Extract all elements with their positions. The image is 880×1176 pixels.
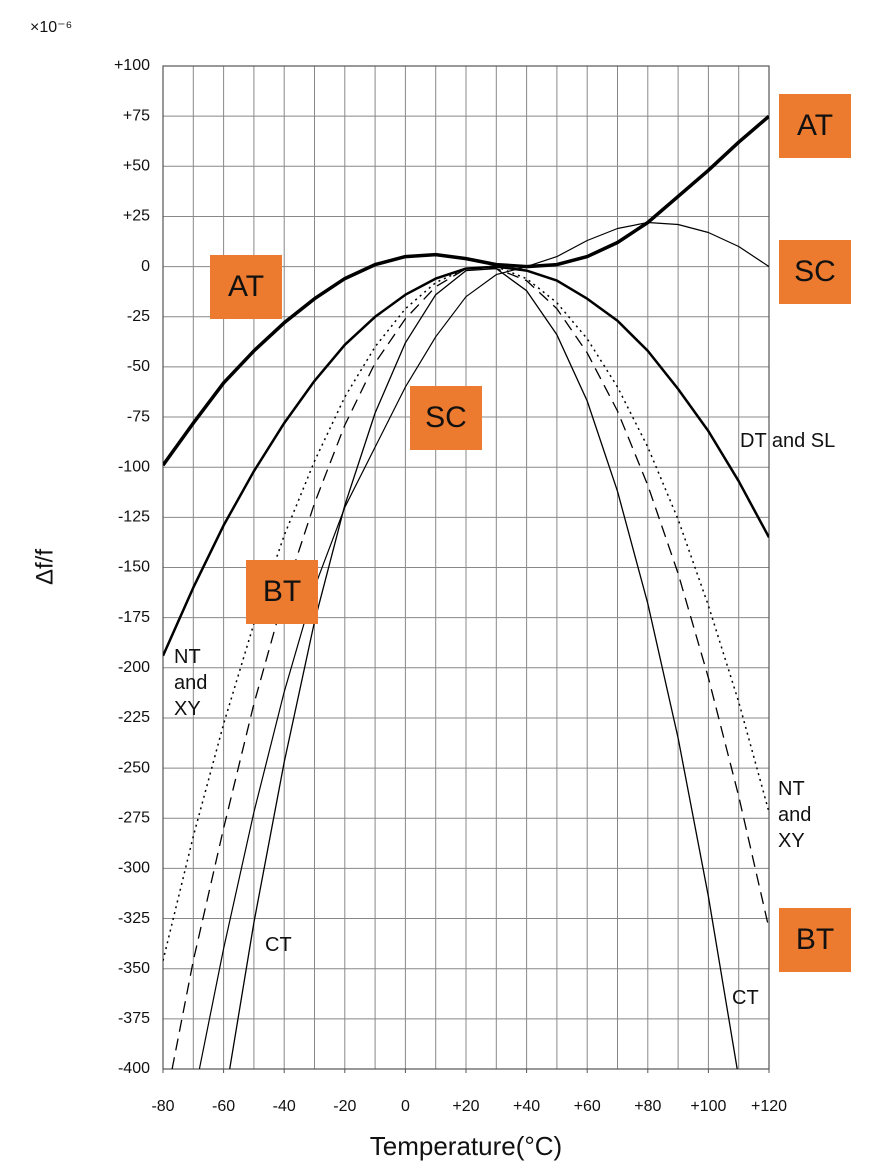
series-line	[163, 114, 769, 467]
curve-label-box: BT	[246, 560, 318, 624]
curve-label-box: AT	[779, 94, 851, 158]
y-tick-label: -250	[118, 759, 150, 776]
curve-label-box: SC	[779, 240, 851, 304]
y-unit: ×10⁻⁶	[30, 19, 72, 36]
series-line	[229, 267, 738, 1069]
curve-label: CT	[732, 987, 759, 1009]
y-tick-label: -350	[118, 960, 150, 977]
curve-label: NT and XY	[778, 778, 812, 852]
x-tick-label: -40	[273, 1098, 296, 1115]
y-tick-label: -25	[127, 308, 150, 325]
x-tick-label: -60	[212, 1098, 235, 1115]
curve-label-box: SC	[410, 386, 482, 450]
x-axis-title: Temperature(°C)	[370, 1131, 562, 1161]
series-line	[163, 265, 769, 961]
x-tick-label: +60	[574, 1098, 601, 1115]
x-tick-label: -20	[333, 1098, 356, 1115]
curve-label: NT and XY	[174, 646, 208, 720]
curve-label: DT and SL	[740, 430, 836, 452]
x-tick-label: 0	[401, 1098, 410, 1115]
series-line	[198, 221, 769, 1069]
y-tick-label: -300	[118, 860, 150, 877]
y-tick-label: +50	[123, 158, 150, 175]
y-axis-title: Δf/f	[31, 549, 58, 585]
y-tick-label: -50	[127, 358, 150, 375]
y-tick-label: -275	[118, 809, 150, 826]
y-tick-label: -225	[118, 709, 150, 726]
y-tick-label: -175	[118, 609, 150, 626]
y-tick-label: -375	[118, 1010, 150, 1027]
curve-label-box: AT	[210, 255, 282, 319]
x-tick-label: +80	[634, 1098, 661, 1115]
y-tick-label: +75	[123, 107, 150, 124]
y-tick-label: +25	[123, 208, 150, 225]
curve-label: CT	[265, 934, 292, 956]
y-tick-label: -400	[118, 1060, 150, 1077]
x-tick-label: +100	[690, 1098, 726, 1115]
y-tick-label: +100	[114, 57, 150, 74]
x-tick-label: +20	[452, 1098, 479, 1115]
plot-frame	[162, 65, 770, 1070]
x-tick-label: -80	[151, 1098, 174, 1115]
y-tick-label: -100	[118, 458, 150, 475]
y-tick-label: -200	[118, 659, 150, 676]
curve-label-box: BT	[779, 908, 851, 972]
y-tick-label: -325	[118, 910, 150, 927]
y-tick-label: 0	[141, 258, 150, 275]
series-line	[171, 267, 769, 1069]
y-tick-label: -125	[118, 509, 150, 526]
y-tick-label: -150	[118, 559, 150, 576]
y-tick-label: -75	[127, 408, 150, 425]
x-tick-label: +40	[513, 1098, 540, 1115]
x-tick-label: +120	[751, 1098, 787, 1115]
